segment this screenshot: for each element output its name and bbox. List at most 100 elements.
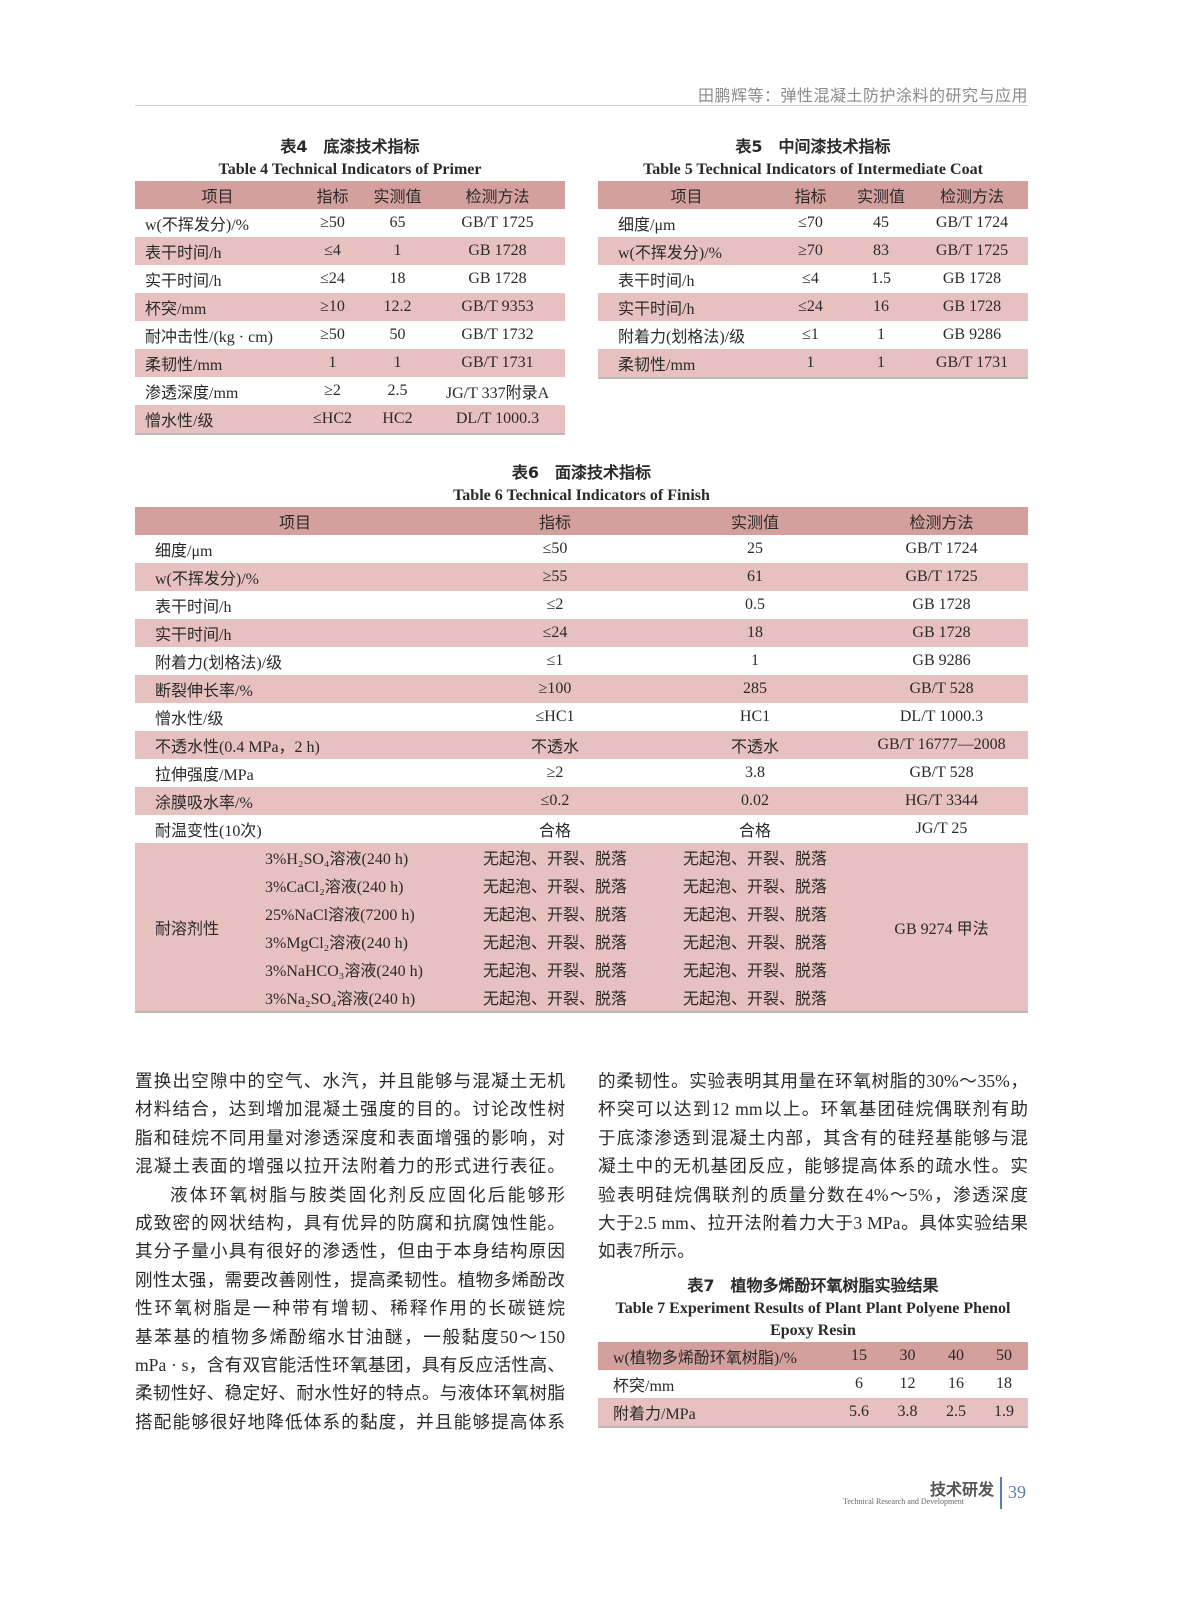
cell-value: 不透水 [455,731,656,759]
cell-value: 1.5 [871,270,891,287]
table-row: 杯突/mm ≥10 12.2 GB/T 9353 [135,293,565,321]
table-row: 细度/μm ≤70 45 GB/T 1724 [598,209,1028,237]
cell-value: 合格 [539,823,572,840]
running-head: 田鹏辉等：弹性混凝土防护涂料的研究与应用 [697,86,1028,105]
cell-value: ≤1 [546,652,564,669]
cell-value: 0.5 [745,596,766,613]
table7: w(植物多烯酚环氧树脂)/% 15 30 40 50 杯突/mm 6 12 16 18 附着力/MP… [598,1342,1028,1428]
solvent-row: 25%NaCl溶液(7200 h) 无起泡、开裂、脱落 无起泡、开裂、脱落 [135,899,1028,927]
cell-value: GB 9286 [942,326,1002,343]
footer-section-cn: 技术研发 [930,1480,995,1499]
table-row: 耐温变性(10次) 合格 合格 JG/T 25 [135,815,1028,843]
text-line: 搭配能够很好地降低体系的黏度，并且能够提高体系 [135,1411,565,1432]
table7-caption-en-cont: Epoxy Resin [770,1322,856,1339]
cell-value: 合格 [739,823,772,840]
cell-value: HC2 [365,405,430,434]
cell-value: 无起泡、开裂、脱落 [455,871,656,899]
table-row: 附着力(划格法)/级 ≤1 1 GB 9286 [598,321,1028,349]
table-row: 不透水性(0.4 MPa，2 h) 不透水 不透水 GB/T 16777—2008 [135,731,1029,759]
text-line: 成致密的网状结构，具有优异的防腐和抗腐蚀性能。 [135,1212,565,1233]
cell-value: DL/T 1000.3 [430,405,565,434]
row-label: w(不挥发分)/% [135,563,456,591]
table-row: 附着力(划格法)/级 ≤1 1 GB 9286 [135,647,1028,675]
table-row: 憎水性/级 ≤HC2 HC2 DL/T 1000.3 [135,405,565,434]
row-label: 表干时间/h [155,599,232,616]
solvent-item: 3%Na₂SO₄溶液(240 h) [255,983,456,1012]
cell-value: 1 [877,326,885,343]
cell-value: 无起泡、开裂、脱落 [455,955,656,983]
table-row: w(植物多烯酚环氧树脂)/% 15 30 40 50 [598,1342,1028,1370]
table-row: 实干时间/h ≤24 18 GB 1728 [135,619,1029,647]
cell-value: GB/T 528 [909,764,974,781]
cell-value: 2.5 [932,1398,980,1427]
cell-value: 1 [846,349,916,378]
cell-value: 无起泡、开裂、脱落 [655,955,856,983]
text-line: 凝土中的无机基团反应，能够提高体系的疏水性。实 [598,1156,1028,1177]
table-row: w(不挥发分)/% ≥70 83 GB/T 1725 [598,237,1028,265]
cell-value: GB 1728 [942,270,1002,287]
cell-value: ≥50 [320,214,345,231]
cell-value: 1.9 [980,1398,1028,1427]
row-label: 表干时间/h [135,237,300,265]
cell-value: ≤50 [542,540,568,557]
table-row: 渗透深度/mm ≥2 2.5 JG/T 337附录A [135,377,565,405]
cell-value: 40 [932,1342,980,1370]
column-header: 检测方法 [916,181,1028,209]
table4: 项目 指标 实测值 检测方法 w(不挥发分)/% ≥50 65 GB/T 1725 表干时间/h… [135,181,565,435]
text-line: 液体环氧树脂与胺类固化剂反应固化后能够形 [170,1184,565,1205]
header-row: 项目 指标 实测值 检测方法 [135,181,565,209]
cell-value: HG/T 3344 [855,787,1029,815]
row-label: w(不挥发分)/% [145,217,249,234]
cell-value: 18 [655,619,856,647]
cell-value: ≤HC2 [300,405,365,434]
cell-value: 65 [389,214,406,231]
cell-value: GB/T 16777—2008 [855,731,1029,759]
cell-value: 6 [855,1375,863,1392]
cell-value: ≤2 [546,596,564,613]
cell-value: ≤HC1 [535,708,575,725]
header-row: 项目 指标 实测值 检测方法 [135,507,1029,535]
cell-value: 无起泡、开裂、脱落 [655,871,856,899]
table-row: 细度/μm ≤50 25 GB/T 1724 [135,535,1028,563]
table6-block: 表6 面漆技术指标 Table 6 Technical Indicators o… [135,459,1029,1013]
cell-value: 3.8 [883,1398,932,1427]
table4-caption-cn: 表4 底漆技术指标 [280,137,420,156]
cell-value: ≥50 [320,326,345,343]
row-label: 表干时间/h [618,273,695,290]
row-label: 耐冲击性/(kg · cm) [145,329,273,346]
text-line: 如表7所示。 [598,1241,695,1262]
cell-value: ≥100 [455,675,656,703]
text-line: 性环氧树脂是一种带有增韧、稀释作用的长碳链烷 [135,1298,565,1319]
cell-value: 45 [873,214,889,231]
cell-value: GB/T 9353 [430,293,565,321]
cell-value: 1 [365,349,430,377]
row-label: 憎水性/级 [135,405,300,434]
cell-value: 无起泡、开裂、脱落 [655,983,856,1012]
column-header: 实测值 [846,181,916,209]
table5-caption-cn: 表5 中间漆技术指标 [735,137,891,156]
table-row: 柔韧性/mm 1 1 GB/T 1731 [598,349,1028,378]
cell-value: GB/T 1732 [461,326,534,343]
column-header: 实测值 [655,507,856,535]
body-text-left: 置换出空隙中的空气、水汽，并且能够与混凝土无机 材料结合，达到增加混凝土强度的目的… [135,1067,565,1436]
text-line: 于底漆渗透到混凝土内部，其含有的硅羟基能够与混 [598,1127,1028,1148]
cell-value: 无起泡、开裂、脱落 [455,927,656,955]
cell-value: 1 [775,349,846,378]
solvent-item: 3%MgCl₂溶液(240 h) [255,927,456,955]
table-row: 涂膜吸水率/% ≤0.2 0.02 HG/T 3344 [135,787,1029,815]
table6-caption-en: Table 6 Technical Indicators of Finish [453,487,710,504]
text-line: 材料结合，达到增加混凝土强度的目的。讨论改性树 [135,1099,565,1120]
cell-value: ≤24 [455,619,656,647]
text-line: 杯突可以达到12 mm以上。环氧基团硅烷偶联剂有助 [598,1099,1028,1120]
table-row: w(不挥发分)/% ≥50 65 GB/T 1725 [135,209,565,237]
cell-value: GB/T 1724 [935,214,1009,231]
column-header: 指标 [775,181,846,209]
cell-value: 无起泡、开裂、脱落 [455,843,656,871]
table4-block: 表4 底漆技术指标 Table 4 Technical Indicators o… [135,133,565,435]
cell-value: ≤24 [320,270,345,287]
cell-value: ≤1 [802,326,819,343]
cell-value: GB/T 1725 [916,237,1028,265]
row-label: 杯突/mm [613,1378,675,1395]
row-label: 实干时间/h [145,273,222,290]
row-label: 实干时间/h [135,619,456,647]
